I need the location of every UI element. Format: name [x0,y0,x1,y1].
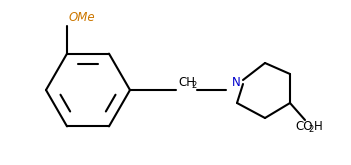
Text: CO: CO [295,119,312,132]
Text: OMe: OMe [69,11,95,24]
Text: N: N [232,76,241,88]
Text: 2: 2 [191,81,196,90]
Text: H: H [314,119,323,132]
Text: CH: CH [178,76,195,88]
Text: 2: 2 [308,125,313,134]
